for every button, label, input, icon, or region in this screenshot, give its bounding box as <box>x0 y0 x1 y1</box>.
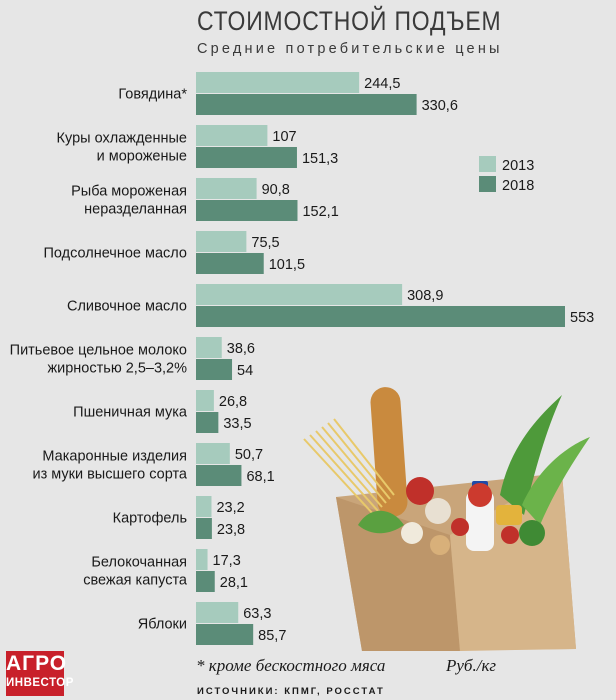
chart-title: СТОИМОСТНОЙ ПОДЪЕМ <box>197 6 502 36</box>
chart-subtitle: Средние потребительские цены <box>197 41 503 57</box>
category-label-line: Белокочанная <box>91 555 187 571</box>
grocery-bag-illustration <box>303 387 590 651</box>
category-label: Сливочное масло <box>67 299 187 315</box>
bar-2018 <box>196 465 242 486</box>
value-label-2018: 23,8 <box>217 522 245 538</box>
value-label-2013: 107 <box>272 129 296 145</box>
bar-2018 <box>196 518 212 539</box>
category-label-line: Яблоки <box>138 617 187 633</box>
footnote: * кроме бескостного мяса <box>196 656 386 675</box>
bar-2013 <box>196 125 268 146</box>
category-label: Куры охлажденные и мороженые <box>57 131 187 165</box>
bar-2013 <box>196 549 208 570</box>
bar-2018 <box>196 359 233 380</box>
agroinvestor-logo: АГРО ИНВЕСТОР <box>6 651 74 696</box>
category-label-line: Куры охлажденные <box>57 131 187 147</box>
value-label-2018: 152,1 <box>302 204 338 220</box>
bar-2018 <box>196 624 254 645</box>
category-label-line: Пшеничная мука <box>73 405 188 421</box>
logo-line-1: АГРО <box>6 652 68 675</box>
bar-2018 <box>196 306 565 327</box>
bar-2013 <box>196 443 230 464</box>
logo-line-2: ИНВЕСТОР <box>6 677 74 689</box>
category-label: Пшеничная мука <box>73 405 188 421</box>
category-label-line: Макаронные изделия <box>42 449 187 465</box>
bar-2013 <box>196 337 222 358</box>
bar-2018 <box>196 94 417 115</box>
category-label-line: Говядина* <box>118 87 187 103</box>
category-label: Подсолнечное масло <box>43 246 187 262</box>
category-label-line: Рыба мороженая <box>71 184 187 200</box>
category-label: Яблоки <box>138 617 187 633</box>
bar-2018 <box>196 412 219 433</box>
category-label-line: Сливочное масло <box>67 299 187 315</box>
value-label-2013: 90,8 <box>262 182 290 198</box>
category-label-line: неразделанная <box>84 202 187 218</box>
value-label-2013: 23,2 <box>216 500 244 516</box>
category-label: Картофель <box>113 511 187 527</box>
value-label-2013: 63,3 <box>243 606 271 622</box>
bar-2013 <box>196 178 257 199</box>
value-label-2018: 28,1 <box>220 575 248 591</box>
legend-label-2013: 2013 <box>502 158 534 174</box>
bar-2013 <box>196 602 239 623</box>
category-label: Макаронные изделия из муки высшего сорта <box>32 449 187 483</box>
bar-2013 <box>196 72 360 93</box>
category-label-line: Картофель <box>113 511 187 527</box>
category-label-line: Подсолнечное масло <box>43 246 187 262</box>
bar-2018 <box>196 571 215 592</box>
value-label-2013: 17,3 <box>213 553 241 569</box>
category-label-line: жирностью 2,5–3,2% <box>47 361 187 377</box>
bar-2013 <box>196 284 403 305</box>
legend-swatch-2013 <box>479 156 496 172</box>
category-label: Питьевое цельное молоко жирностью 2,5–3,2… <box>10 343 187 377</box>
value-label-2013: 75,5 <box>251 235 279 251</box>
category-label-line: из муки высшего сорта <box>32 467 187 483</box>
bar-chart: Говядина* 244,5 330,6 Куры охлажденные и мор… <box>10 72 594 645</box>
category-label: Говядина* <box>118 87 187 103</box>
value-label-2013: 308,9 <box>407 288 443 304</box>
value-label-2018: 85,7 <box>258 628 286 644</box>
legend-label-2018: 2018 <box>502 178 534 194</box>
value-label-2018: 33,5 <box>223 416 251 432</box>
bar-2013 <box>196 231 247 252</box>
value-label-2018: 101,5 <box>269 257 305 273</box>
sources: ИСТОЧНИКИ: КПМГ, РОССТАТ <box>197 686 385 697</box>
category-label: Белокочанная свежая капуста <box>83 555 188 589</box>
value-label-2013: 50,7 <box>235 447 263 463</box>
bar-2013 <box>196 390 214 411</box>
value-label-2013: 244,5 <box>364 76 400 92</box>
category-label-line: свежая капуста <box>83 573 188 589</box>
bar-2018 <box>196 147 297 168</box>
value-label-2018: 54 <box>237 363 253 379</box>
category-label-line: Питьевое цельное молоко <box>10 343 187 359</box>
bar-2018 <box>196 200 298 221</box>
category-label-line: и мороженые <box>97 149 187 165</box>
value-label-2018: 330,6 <box>422 98 458 114</box>
unit-label: Руб./кг <box>446 656 497 675</box>
value-label-2013: 38,6 <box>227 341 255 357</box>
value-label-2013: 26,8 <box>219 394 247 410</box>
value-label-2018: 68,1 <box>246 469 274 485</box>
value-label-2018: 553 <box>570 310 594 326</box>
value-label-2018: 151,3 <box>302 151 338 167</box>
category-label: Рыба мороженая неразделанная <box>71 184 187 218</box>
bar-2018 <box>196 253 264 274</box>
bar-2013 <box>196 496 212 517</box>
legend-swatch-2018 <box>479 176 496 192</box>
